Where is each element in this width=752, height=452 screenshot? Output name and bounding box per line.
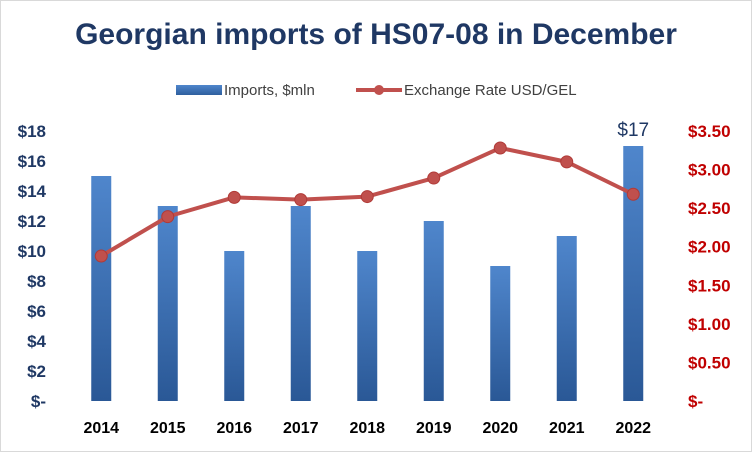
x-tick-label: 2014: [83, 420, 119, 437]
exchange-rate-point-2014: [94, 249, 108, 263]
y-left-tick-label: $16: [18, 152, 46, 171]
y-left-tick-label: $6: [27, 302, 46, 321]
y-left-tick-label: $8: [27, 272, 46, 291]
y-left-tick-label: $4: [27, 332, 46, 351]
bar-2016: [224, 251, 245, 401]
exchange-rate-point-2018: [360, 190, 374, 204]
legend-label-exchange-rate: Exchange Rate USD/GEL: [404, 81, 577, 99]
y-right-tick-label: $1.00: [688, 315, 731, 334]
bar-2020: [490, 266, 511, 401]
legend-line-swatch: [356, 83, 402, 97]
y-right-tick-label: $0.50: [688, 353, 731, 372]
bar-2014: [91, 176, 112, 401]
bar-2022: [623, 146, 644, 401]
y-right-tick-label: $2.00: [688, 238, 731, 257]
x-tick-label: 2017: [283, 420, 319, 437]
exchange-rate-point-2019: [427, 171, 441, 185]
y-right-tick-label: $1.50: [688, 276, 731, 295]
legend-item-exchange-rate: Exchange Rate USD/GEL: [356, 78, 577, 102]
x-tick-label: 2016: [216, 420, 252, 437]
chart-legend: Imports, $mln Exchange Rate USD/GEL: [0, 78, 752, 102]
data-label-2022: $17: [617, 120, 649, 141]
bar-2015: [157, 206, 178, 401]
legend-label-imports: Imports, $mln: [224, 81, 315, 99]
x-tick-label: 2015: [150, 420, 186, 437]
y-left-tick-label: $-: [31, 392, 46, 411]
y-right-tick-label: $3.50: [688, 122, 731, 141]
y-right-tick-label: $-: [688, 392, 703, 411]
exchange-rate-point-2022: [626, 187, 640, 201]
x-tick-label: 2018: [349, 420, 385, 437]
chart-title: Georgian imports of HS07-08 in December: [75, 18, 677, 51]
y-right-tick-label: $2.50: [688, 199, 731, 218]
legend-item-imports: Imports, $mln: [176, 78, 315, 102]
bar-2021: [556, 236, 577, 401]
legend-bar-swatch: [176, 85, 222, 95]
y-right-tick-label: $3.00: [688, 161, 731, 180]
y-left-tick-label: $2: [27, 362, 46, 381]
exchange-rate-point-2020: [493, 141, 507, 155]
x-tick-label: 2022: [615, 420, 651, 437]
exchange-rate-point-2016: [227, 190, 241, 204]
exchange-rate-point-2015: [161, 210, 175, 224]
x-tick-label: 2021: [549, 420, 585, 437]
y-left-tick-label: $10: [18, 242, 46, 261]
y-left-tick-label: $18: [18, 122, 46, 141]
y-left-tick-label: $12: [18, 212, 46, 231]
bar-2017: [290, 206, 311, 401]
bar-2019: [423, 221, 444, 401]
exchange-rate-point-2021: [560, 155, 574, 169]
y-left-tick-label: $14: [18, 182, 47, 201]
x-tick-label: 2019: [416, 420, 452, 437]
x-tick-label: 2020: [482, 420, 518, 437]
exchange-rate-point-2017: [294, 193, 308, 207]
bar-2018: [357, 251, 378, 401]
